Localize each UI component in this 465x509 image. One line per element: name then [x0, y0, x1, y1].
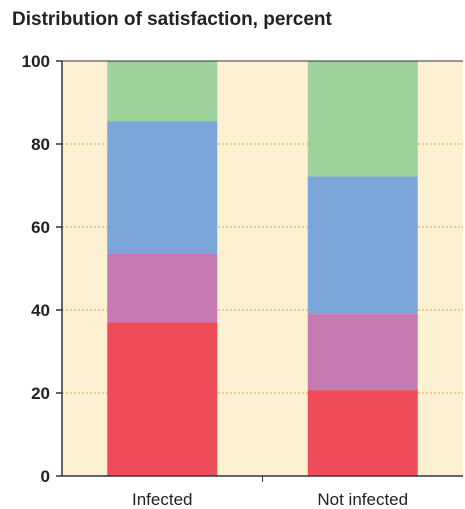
- bar-infected-segment-2: [107, 253, 218, 323]
- y-tick-label-60: 60: [31, 218, 50, 237]
- y-tick-label-40: 40: [31, 301, 50, 320]
- bar-not-infected-segment-1: [307, 390, 418, 476]
- y-tick-labels: 0 20 40 60 80 100: [22, 52, 50, 486]
- bar-infected-segment-4: [107, 61, 218, 122]
- y-tick-label-100: 100: [22, 52, 50, 71]
- y-tick-label-20: 20: [31, 384, 50, 403]
- y-tick-label-80: 80: [31, 135, 50, 154]
- bars: [107, 61, 418, 476]
- bar-not-infected-segment-4: [307, 61, 418, 177]
- chart-title: Distribution of satisfaction, percent: [12, 9, 332, 30]
- x-category-label-infected: Infected: [132, 490, 193, 509]
- bar-not-infected-segment-3: [307, 176, 418, 314]
- x-category-label-not-infected: Not infected: [317, 490, 408, 509]
- bar-infected-segment-3: [107, 121, 218, 254]
- category-labels: Infected Not infected: [132, 490, 408, 509]
- gridlines: [62, 143, 463, 394]
- bar-infected-segment-1: [107, 322, 218, 476]
- axes: [56, 60, 463, 482]
- bar-not-infected-segment-2: [307, 313, 418, 391]
- y-tick-label-0: 0: [41, 467, 50, 486]
